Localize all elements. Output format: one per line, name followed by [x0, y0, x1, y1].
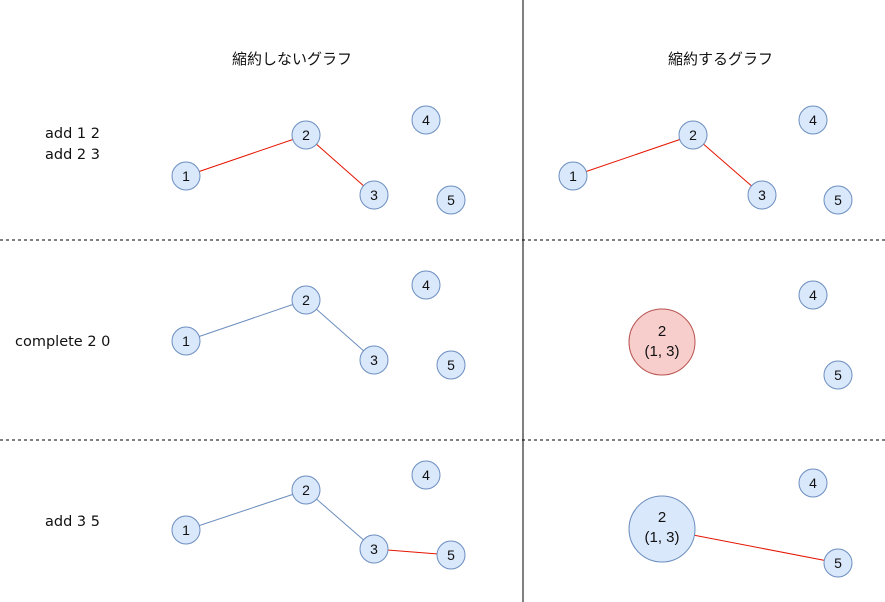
svg-text:2: 2 [658, 509, 666, 526]
node-5: 5 [823, 185, 853, 215]
panel-row2-left: 1 2 3 4 5 [171, 270, 466, 380]
contracted-node: 2 (1, 3) [628, 308, 696, 376]
node-3: 3 [747, 180, 777, 210]
panel-row2-right: 2 (1, 3) 4 5 [628, 280, 853, 390]
svg-text:3: 3 [370, 187, 378, 203]
edge-2-3 [305, 489, 375, 550]
node-4: 4 [411, 270, 441, 300]
edge-2-3 [692, 134, 763, 196]
svg-text:5: 5 [834, 367, 842, 383]
node-5: 5 [436, 540, 466, 570]
edge-2-3 [305, 299, 375, 361]
panel-row3-left: 1 2 3 4 5 [171, 460, 466, 570]
node-4: 4 [411, 105, 441, 135]
node-3: 3 [359, 534, 389, 564]
svg-text:(1, 3): (1, 3) [644, 343, 679, 360]
op-add-2-3: add 2 3 [45, 147, 100, 163]
svg-text:1: 1 [182, 333, 190, 349]
svg-text:3: 3 [370, 541, 378, 557]
edge-2-3 [305, 134, 375, 196]
svg-text:4: 4 [809, 112, 817, 128]
edge-1-2 [185, 299, 307, 342]
node-1: 1 [558, 161, 588, 191]
node-2: 2 [291, 120, 321, 150]
svg-text:4: 4 [809, 475, 817, 491]
header-contracted: 縮約するグラフ [668, 50, 774, 68]
node-4: 4 [798, 280, 828, 310]
svg-text:2: 2 [689, 127, 697, 143]
node-2: 2 [678, 120, 708, 150]
panel-row1-left: 1 2 3 4 5 [171, 105, 466, 215]
svg-text:5: 5 [834, 192, 842, 208]
svg-text:1: 1 [182, 522, 190, 538]
node-4: 4 [798, 468, 828, 498]
edge-1-2 [185, 134, 307, 177]
svg-text:(1, 3): (1, 3) [644, 529, 679, 546]
svg-text:2: 2 [302, 127, 310, 143]
svg-text:5: 5 [447, 192, 455, 208]
node-5: 5 [436, 185, 466, 215]
svg-text:1: 1 [182, 168, 190, 184]
svg-text:2: 2 [302, 292, 310, 308]
node-1: 1 [171, 161, 201, 191]
op-add-3-5: add 3 5 [45, 514, 100, 530]
node-1: 1 [171, 326, 201, 356]
node-4: 4 [798, 105, 828, 135]
node-1: 1 [171, 515, 201, 545]
node-3: 3 [359, 345, 389, 375]
node-5: 5 [823, 360, 853, 390]
node-3: 3 [359, 180, 389, 210]
svg-text:4: 4 [809, 287, 817, 303]
svg-text:5: 5 [447, 547, 455, 563]
op-add-1-2: add 1 2 [45, 126, 100, 142]
svg-text:4: 4 [422, 112, 430, 128]
edge-1-2 [572, 134, 694, 177]
svg-text:3: 3 [370, 352, 378, 368]
svg-text:4: 4 [422, 467, 430, 483]
node-5: 5 [823, 548, 853, 578]
node-5: 5 [436, 350, 466, 380]
svg-text:2: 2 [658, 323, 666, 340]
node-2: 2 [291, 475, 321, 505]
edge-1-2 [185, 489, 307, 531]
svg-text:2: 2 [302, 482, 310, 498]
svg-text:4: 4 [422, 277, 430, 293]
svg-text:5: 5 [447, 357, 455, 373]
svg-text:1: 1 [569, 168, 577, 184]
header-uncontracted: 縮約しないグラフ [232, 50, 353, 68]
svg-text:3: 3 [758, 187, 766, 203]
contracted-node: 2 (1, 3) [628, 495, 696, 563]
node-2: 2 [291, 285, 321, 315]
op-complete-2-0: complete 2 0 [15, 334, 111, 350]
panel-row1-right: 1 2 3 4 5 [558, 105, 853, 215]
svg-text:5: 5 [834, 555, 842, 571]
node-4: 4 [411, 460, 441, 490]
panel-row3-right: 2 (1, 3) 4 5 [628, 468, 853, 578]
